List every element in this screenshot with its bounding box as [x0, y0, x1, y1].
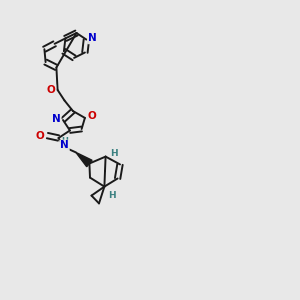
Text: O: O	[46, 85, 56, 95]
Text: N: N	[52, 114, 61, 124]
Text: H: H	[62, 137, 68, 146]
Text: O: O	[36, 130, 45, 141]
Text: O: O	[87, 111, 96, 122]
Polygon shape	[76, 152, 92, 167]
Text: N: N	[60, 140, 69, 151]
Text: H: H	[108, 191, 116, 200]
Text: H: H	[110, 148, 118, 158]
Text: N: N	[88, 33, 97, 43]
